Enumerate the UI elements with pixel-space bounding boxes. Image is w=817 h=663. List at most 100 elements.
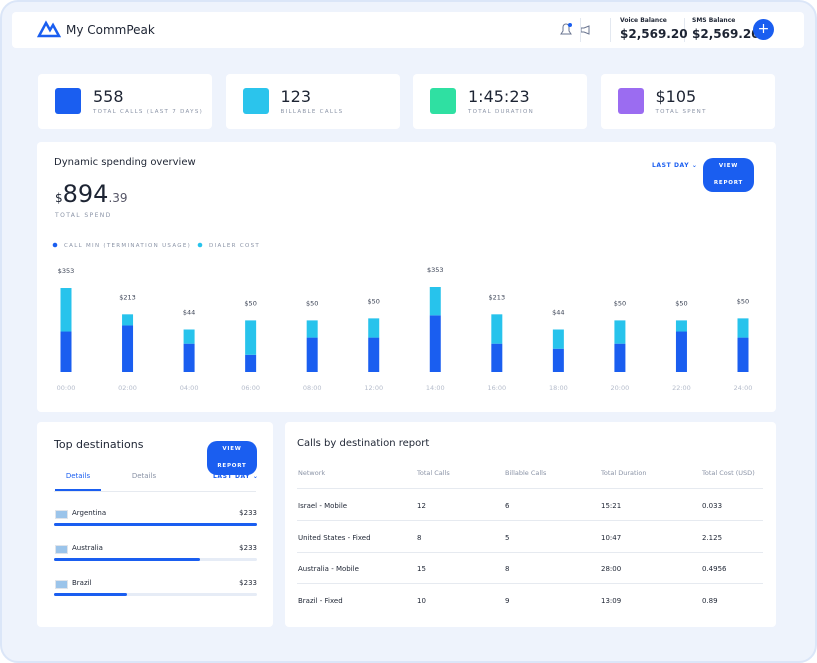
cell: 8 xyxy=(417,533,422,542)
report-title: Calls by destination report xyxy=(297,438,430,449)
cell: Brazil - Fixed xyxy=(298,596,343,605)
country: Australia xyxy=(72,544,103,552)
x-tick-label: 24:00 xyxy=(734,384,753,392)
stat-icon xyxy=(55,88,81,114)
destinations-button[interactable]: VIEW REPORT xyxy=(207,441,257,475)
stat-card: 558 TOTAL CALLS (LAST 7 DAYS) xyxy=(38,74,212,129)
cell: 6 xyxy=(505,502,510,510)
cell: Israel - Mobile xyxy=(298,502,348,510)
bar-segment xyxy=(183,343,195,372)
cell: 28:00 xyxy=(601,565,622,573)
period: LAST DAY xyxy=(213,473,251,480)
amount: $233 xyxy=(239,544,257,552)
divider xyxy=(297,520,763,521)
cell: 15:21 xyxy=(601,502,622,510)
column-header: Total Duration xyxy=(601,469,647,477)
stat-card: $105 TOTAL SPENT xyxy=(600,74,775,129)
bar-segment xyxy=(368,337,380,372)
bar-label: $353 xyxy=(427,266,444,274)
bar-segment xyxy=(614,320,626,344)
bar-segment xyxy=(737,337,749,372)
stat-value: 558 xyxy=(93,87,124,106)
bar-segment xyxy=(306,320,318,338)
bar-segment xyxy=(183,329,195,344)
cell: 0.033 xyxy=(702,502,723,510)
bar-segment xyxy=(122,325,134,372)
destinations-title: Top destinations xyxy=(54,438,144,451)
bar-segment xyxy=(491,343,503,372)
bar-segment xyxy=(245,320,257,355)
flag xyxy=(55,510,68,519)
x-tick-label: 22:00 xyxy=(672,384,691,392)
cell: 15 xyxy=(417,565,426,573)
stat-value: $105 xyxy=(655,87,697,106)
cell: 13:09 xyxy=(601,596,622,605)
cell: 10 xyxy=(417,596,426,605)
period: LAST DAY xyxy=(652,162,690,169)
bar-segment xyxy=(429,315,441,372)
bar-segment xyxy=(60,288,72,332)
voice-label: Voice Balance xyxy=(620,17,667,24)
cell: 0.89 xyxy=(702,596,718,605)
period-select[interactable]: LAST DAY ⌄ xyxy=(652,162,698,169)
cell: 2.125 xyxy=(702,533,723,542)
column-header: Billable Calls xyxy=(505,469,547,477)
destinations-period[interactable]: LAST DAY ⌄ xyxy=(213,473,259,480)
cell: 5 xyxy=(505,533,510,542)
divider xyxy=(297,488,763,489)
x-tick-label: 18:00 xyxy=(549,384,568,392)
divider xyxy=(297,583,763,584)
tab[interactable]: Details xyxy=(65,472,91,480)
bar-segment xyxy=(122,314,134,326)
bar-label: $50 xyxy=(614,299,626,307)
stat-card: 1:45:23 TOTAL DURATION xyxy=(413,74,587,129)
amount-label: TOTAL SPEND xyxy=(55,212,112,219)
flag xyxy=(55,580,68,589)
bar-label: $50 xyxy=(244,299,256,307)
stat-label: TOTAL DURATION xyxy=(468,109,535,115)
progress-bar xyxy=(54,558,201,561)
cell: 9 xyxy=(505,596,510,605)
legend-swatch xyxy=(52,242,58,248)
stat-value: 123 xyxy=(280,87,312,106)
bar-segment xyxy=(552,348,564,372)
bar-segment xyxy=(737,318,749,338)
view-report-button[interactable]: VIEW REPORT xyxy=(703,158,754,192)
x-tick-label: 20:00 xyxy=(611,384,630,392)
column-header: Total Calls xyxy=(417,469,450,477)
progress-bar xyxy=(54,523,257,526)
stat-card: 123 BILLABLE CALLS xyxy=(225,74,400,129)
x-tick-label: 12:00 xyxy=(364,384,383,392)
tab[interactable]: Details xyxy=(131,472,157,480)
stat-icon xyxy=(242,88,269,114)
legend-label: CALL MIN (TERMINATION USAGE) xyxy=(64,243,191,249)
cell: 0.4956 xyxy=(702,565,727,573)
bar-segment xyxy=(306,337,318,372)
bar-segment xyxy=(368,318,380,338)
cell: United States - Fixed xyxy=(298,533,371,542)
progress-track xyxy=(54,593,257,596)
country: Argentina xyxy=(72,509,107,517)
stat-value: 1:45:23 xyxy=(468,87,530,106)
cell: 8 xyxy=(505,565,510,573)
x-tick-label: 02:00 xyxy=(118,384,137,392)
stat-icon xyxy=(430,88,456,114)
bar-segment xyxy=(675,331,687,372)
x-tick-label: 00:00 xyxy=(57,384,76,392)
legend-label: DIALER COST xyxy=(209,243,260,249)
cell: Australia - Mobile xyxy=(298,565,359,573)
column-header: Network xyxy=(298,469,326,477)
overview-panel: Dynamic spending overview LAST DAY ⌄ VIE… xyxy=(37,142,776,412)
bar-segment xyxy=(614,343,626,372)
bar-label: $50 xyxy=(368,297,380,305)
header-icons[interactable] xyxy=(558,22,598,38)
amount: $233 xyxy=(239,579,257,587)
bar-label: $213 xyxy=(489,293,506,301)
amount: $233 xyxy=(239,509,257,517)
bar-label: $50 xyxy=(737,297,749,305)
bar-label: $50 xyxy=(306,299,318,307)
destinations-panel: Top destinations VIEW REPORT Details Det… xyxy=(37,422,273,627)
add-button[interactable]: + xyxy=(753,19,774,40)
stat-icon xyxy=(617,88,644,114)
